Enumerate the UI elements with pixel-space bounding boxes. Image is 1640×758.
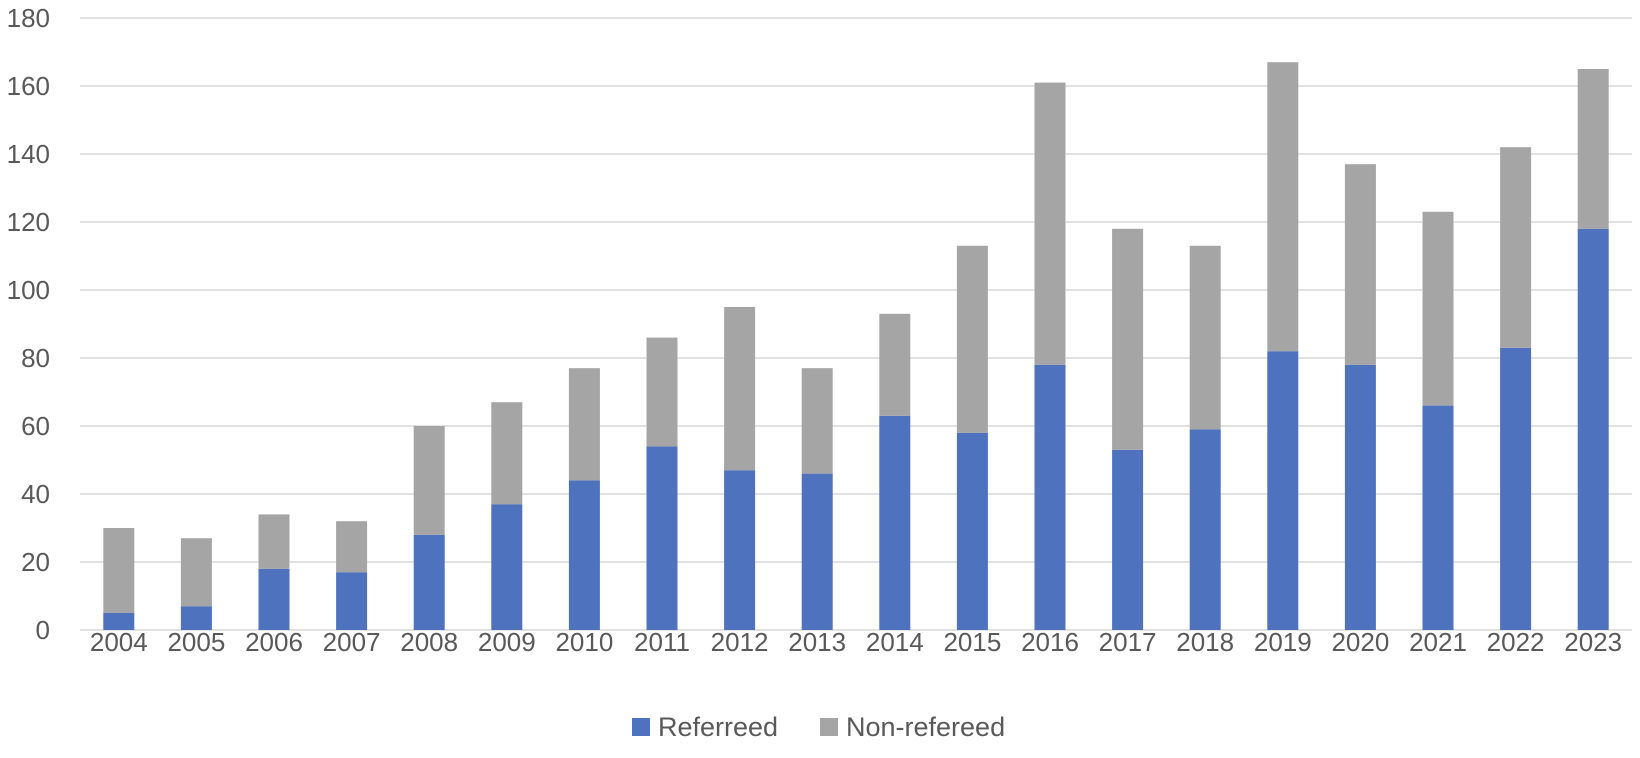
bar-non-refereed-2013 xyxy=(801,368,833,474)
bar-referreed-2015 xyxy=(956,432,988,630)
bar-referreed-2023 xyxy=(1577,228,1609,631)
x-tick-label: 2023 xyxy=(1564,627,1622,657)
y-tick-label: 80 xyxy=(21,343,50,373)
y-tick-label: 0 xyxy=(36,615,50,645)
bar-referreed-2004 xyxy=(103,613,135,630)
bar-non-refereed-2022 xyxy=(1500,147,1532,348)
x-tick-label: 2004 xyxy=(90,627,148,657)
gridlines xyxy=(80,17,1632,631)
y-tick-label: 140 xyxy=(7,139,50,169)
legend-swatch-referreed xyxy=(632,718,650,736)
bar-referreed-2008 xyxy=(413,534,445,630)
bar-non-refereed-2011 xyxy=(646,337,678,447)
legend: Referreed Non-refereed xyxy=(632,712,1005,742)
y-tick-label: 120 xyxy=(7,207,50,237)
x-tick-label: 2015 xyxy=(943,627,1001,657)
x-tick-label: 2006 xyxy=(245,627,303,657)
x-tick-label: 2005 xyxy=(167,627,225,657)
bar-non-refereed-2018 xyxy=(1189,245,1221,430)
bar-non-refereed-2010 xyxy=(568,368,600,481)
bar-referreed-2016 xyxy=(1034,364,1066,630)
bar-referreed-2019 xyxy=(1267,351,1299,630)
bar-non-refereed-2007 xyxy=(336,521,368,573)
bar-referreed-2020 xyxy=(1344,364,1376,630)
bar-referreed-2010 xyxy=(568,480,600,630)
x-tick-label: 2012 xyxy=(711,627,769,657)
y-axis-tick-labels: 0 20 40 60 80 100 120 140 160 180 xyxy=(7,3,50,645)
bar-non-refereed-2020 xyxy=(1344,164,1376,365)
bar-non-refereed-2004 xyxy=(103,528,135,613)
bar-referreed-2011 xyxy=(646,446,678,630)
x-tick-label: 2021 xyxy=(1409,627,1467,657)
bar-non-refereed-2012 xyxy=(724,307,756,471)
x-tick-label: 2018 xyxy=(1176,627,1234,657)
x-tick-label: 2013 xyxy=(788,627,846,657)
legend-item-referreed: Referreed xyxy=(632,712,778,742)
x-tick-label: 2017 xyxy=(1099,627,1157,657)
bar-non-refereed-2014 xyxy=(879,313,911,416)
x-tick-label: 2019 xyxy=(1254,627,1312,657)
bar-non-refereed-2021 xyxy=(1422,211,1454,406)
bar-non-refereed-2016 xyxy=(1034,82,1066,365)
x-tick-label: 2009 xyxy=(478,627,536,657)
y-tick-label: 40 xyxy=(21,479,50,509)
x-tick-label: 2008 xyxy=(400,627,458,657)
bar-referreed-2021 xyxy=(1422,405,1454,630)
bar-referreed-2022 xyxy=(1500,347,1532,630)
bar-referreed-2018 xyxy=(1189,429,1221,630)
bar-non-refereed-2019 xyxy=(1267,62,1299,352)
bar-referreed-2009 xyxy=(491,504,523,630)
legend-item-non-refereed: Non-refereed xyxy=(820,712,1005,742)
y-tick-label: 180 xyxy=(7,3,50,33)
bar-non-refereed-2017 xyxy=(1112,228,1144,450)
bar-non-refereed-2009 xyxy=(491,402,523,505)
y-tick-label: 100 xyxy=(7,275,50,305)
x-tick-label: 2020 xyxy=(1331,627,1389,657)
x-tick-label: 2007 xyxy=(323,627,381,657)
bar-referreed-2013 xyxy=(801,473,833,630)
bar-non-refereed-2023 xyxy=(1577,69,1609,229)
bar-referreed-2012 xyxy=(724,470,756,630)
bar-non-refereed-2008 xyxy=(413,426,445,535)
x-tick-label: 2016 xyxy=(1021,627,1079,657)
bar-referreed-2005 xyxy=(180,606,212,630)
y-tick-label: 20 xyxy=(21,547,50,577)
x-axis-tick-labels: 2004 2005 2006 2007 2008 2009 2010 2011 2012 2013… xyxy=(90,627,1622,657)
legend-label-referreed: Referreed xyxy=(658,712,778,742)
bar-referreed-2007 xyxy=(336,572,368,630)
x-tick-label: 2022 xyxy=(1487,627,1545,657)
bar-non-refereed-2005 xyxy=(180,538,212,607)
x-tick-label: 2011 xyxy=(634,627,690,657)
legend-swatch-non-refereed xyxy=(820,718,838,736)
bar-referreed-2014 xyxy=(879,415,911,630)
bar-referreed-2006 xyxy=(258,568,290,630)
bar-non-refereed-2015 xyxy=(956,245,988,433)
bars xyxy=(103,62,1609,631)
x-tick-label: 2010 xyxy=(555,627,613,657)
y-tick-label: 60 xyxy=(21,411,50,441)
legend-label-non-refereed: Non-refereed xyxy=(846,712,1005,742)
y-tick-label: 160 xyxy=(7,71,50,101)
x-tick-label: 2014 xyxy=(866,627,924,657)
bar-non-refereed-2006 xyxy=(258,514,290,569)
bar-referreed-2017 xyxy=(1112,449,1144,630)
